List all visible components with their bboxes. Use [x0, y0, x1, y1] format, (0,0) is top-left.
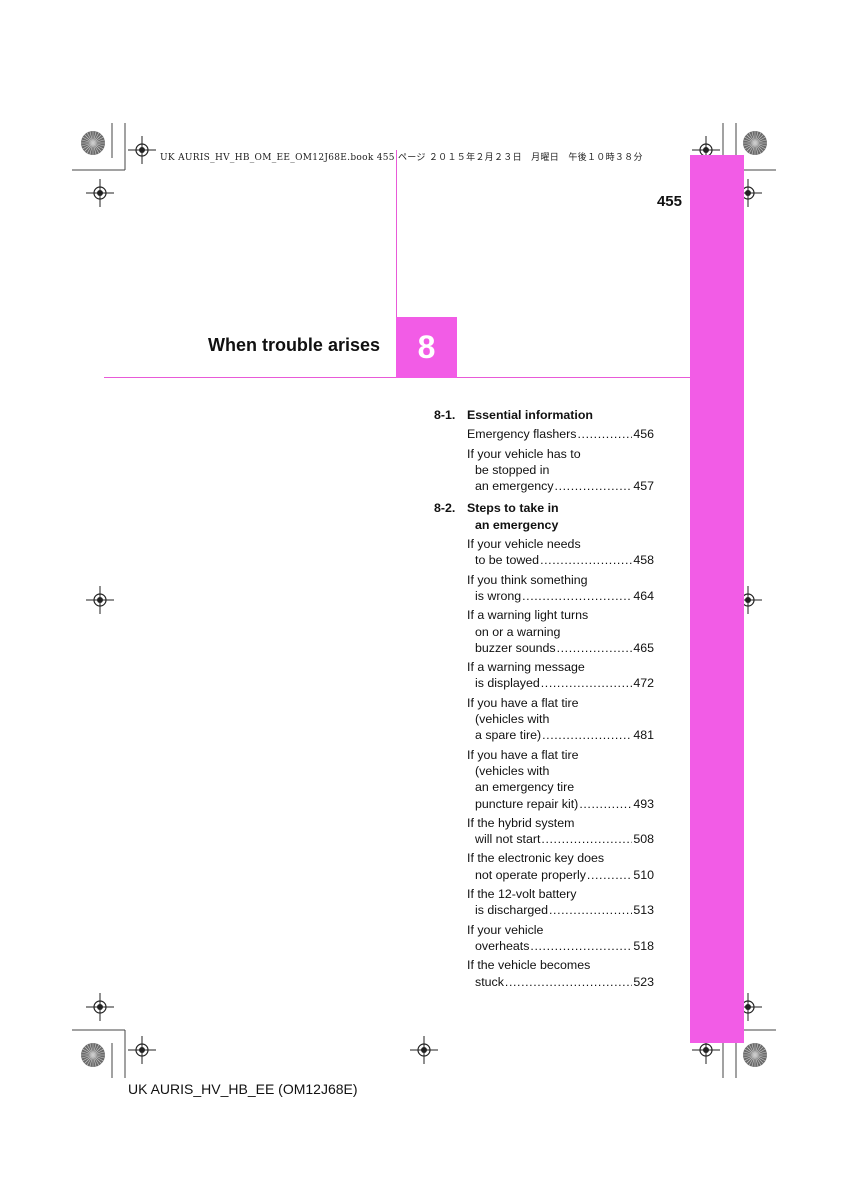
toc-page-number: 458: [633, 553, 654, 568]
chapter-number-box: 8: [396, 317, 457, 378]
toc-entry[interactable]: If you have a flat tire (vehicles with a s…: [467, 695, 654, 744]
toc-entry-label: an emergency: [475, 479, 554, 494]
toc-entry-label: (vehicles with: [475, 712, 550, 727]
toc-entry-label: is displayed: [475, 676, 540, 691]
toc-entry-label: on or a warning: [475, 624, 561, 639]
toc-section-heading: 8-2. Steps to take in an emergency: [434, 500, 654, 533]
toc-section-title: Steps to take in: [467, 501, 559, 516]
registration-wheel-icon: [81, 1043, 105, 1067]
toc-page-number: 508: [633, 832, 654, 847]
toc-dot-leader: [542, 727, 632, 743]
toc-section-number: 8-1.: [434, 408, 456, 422]
chapter-title: When trouble arises: [207, 335, 380, 355]
toc-entry[interactable]: If the electronic key does not operate pr…: [467, 850, 654, 883]
toc-entry-label: If you think something: [467, 572, 588, 587]
toc-section-title: Essential information: [467, 408, 593, 422]
toc-page-number: 518: [633, 938, 654, 953]
toc-page-number: 472: [633, 676, 654, 691]
toc-dot-leader: [555, 478, 633, 494]
print-header: UK AURIS_HV_HB_OM_EE_OM12J68E.book 455 ペ…: [160, 153, 643, 163]
registration-wheel-icon: [743, 131, 767, 155]
toc-entry[interactable]: If a warning light turns on or a warning b…: [467, 607, 654, 656]
toc-entry-label: If the electronic key does: [467, 851, 605, 866]
toc-entry-label: will not start: [475, 832, 541, 847]
toc-page-number: 510: [633, 867, 654, 882]
toc-entry[interactable]: Emergency flashers 456: [467, 426, 654, 442]
toc-entry-label: If a warning light turns: [467, 608, 589, 623]
toc-dot-leader: [579, 796, 632, 812]
toc-entry-label: If your vehicle: [467, 922, 544, 937]
registration-wheel-icon: [81, 131, 105, 155]
toc-section-number: 8-2.: [434, 501, 456, 516]
toc-entry-label: (vehicles with: [475, 763, 550, 778]
toc-entry-label: If the vehicle becomes: [467, 958, 591, 973]
toc-entry-label: stuck: [475, 974, 504, 989]
toc-entry-label: If you have a flat tire: [467, 695, 579, 710]
toc-entry-label: If your vehicle needs: [467, 537, 581, 552]
toc-dot-leader: [557, 640, 633, 656]
chapter-side-tab: [690, 155, 744, 1043]
toc-page-number: 513: [633, 903, 654, 918]
toc-dot-leader: [540, 552, 632, 568]
toc-section-title: an emergency: [475, 517, 559, 532]
toc-dot-leader: [578, 426, 633, 442]
toc-entry-label: If you have a flat tire: [467, 747, 579, 762]
toc-entry-label: be stopped in: [475, 462, 550, 477]
toc-dot-leader: [522, 588, 632, 604]
toc-dot-leader: [541, 675, 633, 691]
toc-entry-label: an emergency tire: [475, 780, 575, 795]
toc-page-number: 457: [633, 479, 654, 494]
page-number: 455: [656, 193, 682, 210]
toc-page-number: 456: [633, 427, 654, 442]
toc-entry-label: If the hybrid system: [467, 815, 575, 830]
toc-entry-label: If the 12-volt battery: [467, 887, 577, 902]
registration-wheel-icon: [743, 1043, 767, 1067]
toc-entry[interactable]: If your vehicle has to be stopped in an em…: [467, 446, 654, 495]
toc-dot-leader: [530, 938, 632, 954]
toc-entry-label: is discharged: [475, 903, 549, 918]
toc-page-number: 464: [633, 588, 654, 603]
toc-dot-leader: [505, 974, 632, 990]
toc-entry-label: not operate properly: [475, 867, 586, 882]
toc-page-number: 465: [633, 640, 654, 655]
toc-entry-label: overheats: [475, 938, 530, 953]
toc-entry-label: to be towed: [475, 553, 540, 568]
toc-entry-label: is wrong: [475, 588, 522, 603]
toc-entry-label: puncture repair kit): [475, 796, 579, 811]
toc-entry[interactable]: If the hybrid system will not start 508: [467, 815, 654, 848]
toc-entry[interactable]: If you have a flat tire (vehicles with an …: [467, 747, 654, 812]
toc-page-number: 523: [633, 974, 654, 989]
toc-entry-label: Emergency flashers: [467, 427, 577, 442]
toc-entry-label: If a warning message: [467, 660, 585, 675]
footer-code: UK AURIS_HV_HB_EE (OM12J68E): [128, 1081, 358, 1097]
toc-dot-leader: [587, 867, 632, 883]
toc-page-number: 493: [633, 796, 654, 811]
toc-section-heading: 8-1. Essential information: [434, 407, 654, 423]
toc-dot-leader: [549, 902, 632, 918]
toc-entry-label: If your vehicle has to: [467, 446, 581, 461]
toc-entry-label: a spare tire): [475, 728, 542, 743]
table-of-contents: 8-1. Essential information Emergency flash…: [434, 405, 654, 990]
toc-dot-leader: [541, 831, 632, 847]
toc-entry-label: buzzer sounds: [475, 640, 556, 655]
vertical-guide-line: [396, 150, 397, 318]
toc-page-number: 481: [633, 728, 654, 743]
